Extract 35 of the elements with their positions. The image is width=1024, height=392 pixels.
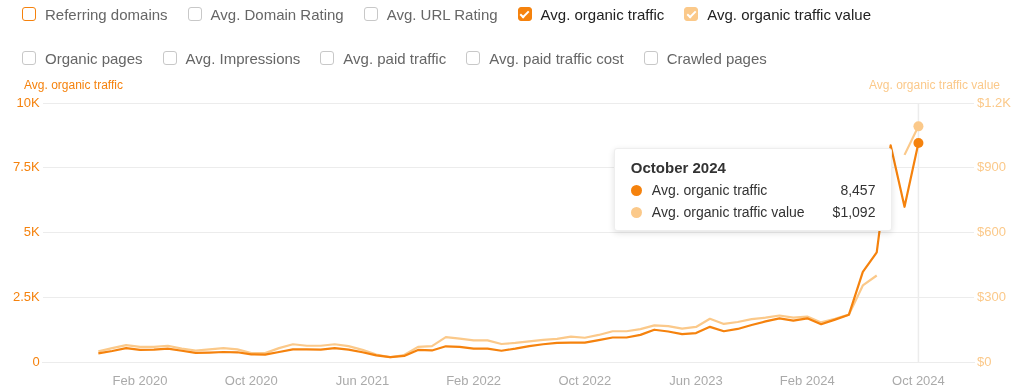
text: Organic pages	[45, 49, 143, 67]
x-tick-label: Oct 2024	[892, 372, 945, 388]
x-tick-label: Oct 2022	[558, 372, 612, 388]
text: Referring domains	[45, 5, 168, 23]
text: Avg. URL Rating	[386, 5, 498, 23]
x-tick-label: Feb 2020	[112, 372, 168, 388]
annotation: October 2024	[630, 159, 727, 176]
y-tick-label: 0	[32, 353, 40, 369]
y-tick-label: 2.5K	[12, 289, 41, 305]
legend-label: Avg. organic traffic	[651, 182, 768, 198]
x-tick-label: Feb 2022	[446, 372, 502, 388]
y2-axis-title: Avg. organic traffic value	[869, 78, 1000, 92]
text: Avg. Impressions	[185, 49, 301, 67]
text: Avg. paid traffic	[343, 49, 447, 67]
y2-tick-label: $0	[977, 353, 992, 369]
annotation: 8,457	[839, 182, 876, 198]
text: Avg. Domain Rating	[210, 5, 344, 23]
y-tick-label: 10K	[16, 94, 41, 110]
x-tick-label: Feb 2024	[779, 372, 835, 388]
annotation: $1,092	[831, 204, 876, 220]
legend-label: Avg. organic traffic value	[651, 204, 805, 220]
text: Crawled pages	[666, 49, 767, 67]
y2-tick-label: $600	[977, 224, 1006, 240]
y-tick-label: 7.5K	[12, 159, 41, 175]
text: Avg. organic traffic value	[707, 5, 871, 23]
y-axis-title: Avg. organic traffic	[24, 78, 123, 92]
x-tick-label: Oct 2020	[224, 372, 278, 388]
text: Avg. organic traffic	[540, 5, 665, 23]
y2-tick-label: $1.2K	[977, 94, 1012, 110]
y2-tick-label: $300	[977, 289, 1006, 305]
x-tick-label: Jun 2023	[669, 372, 723, 388]
x-tick-label: Jun 2021	[335, 372, 390, 388]
y-tick-label: 5K	[23, 224, 41, 240]
y2-tick-label: $900	[977, 159, 1006, 175]
text: Avg. paid traffic cost	[489, 49, 624, 67]
